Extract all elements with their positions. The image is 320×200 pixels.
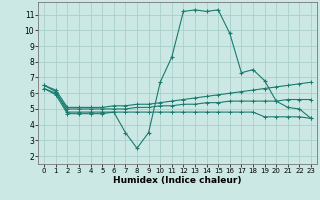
X-axis label: Humidex (Indice chaleur): Humidex (Indice chaleur)	[113, 176, 242, 185]
